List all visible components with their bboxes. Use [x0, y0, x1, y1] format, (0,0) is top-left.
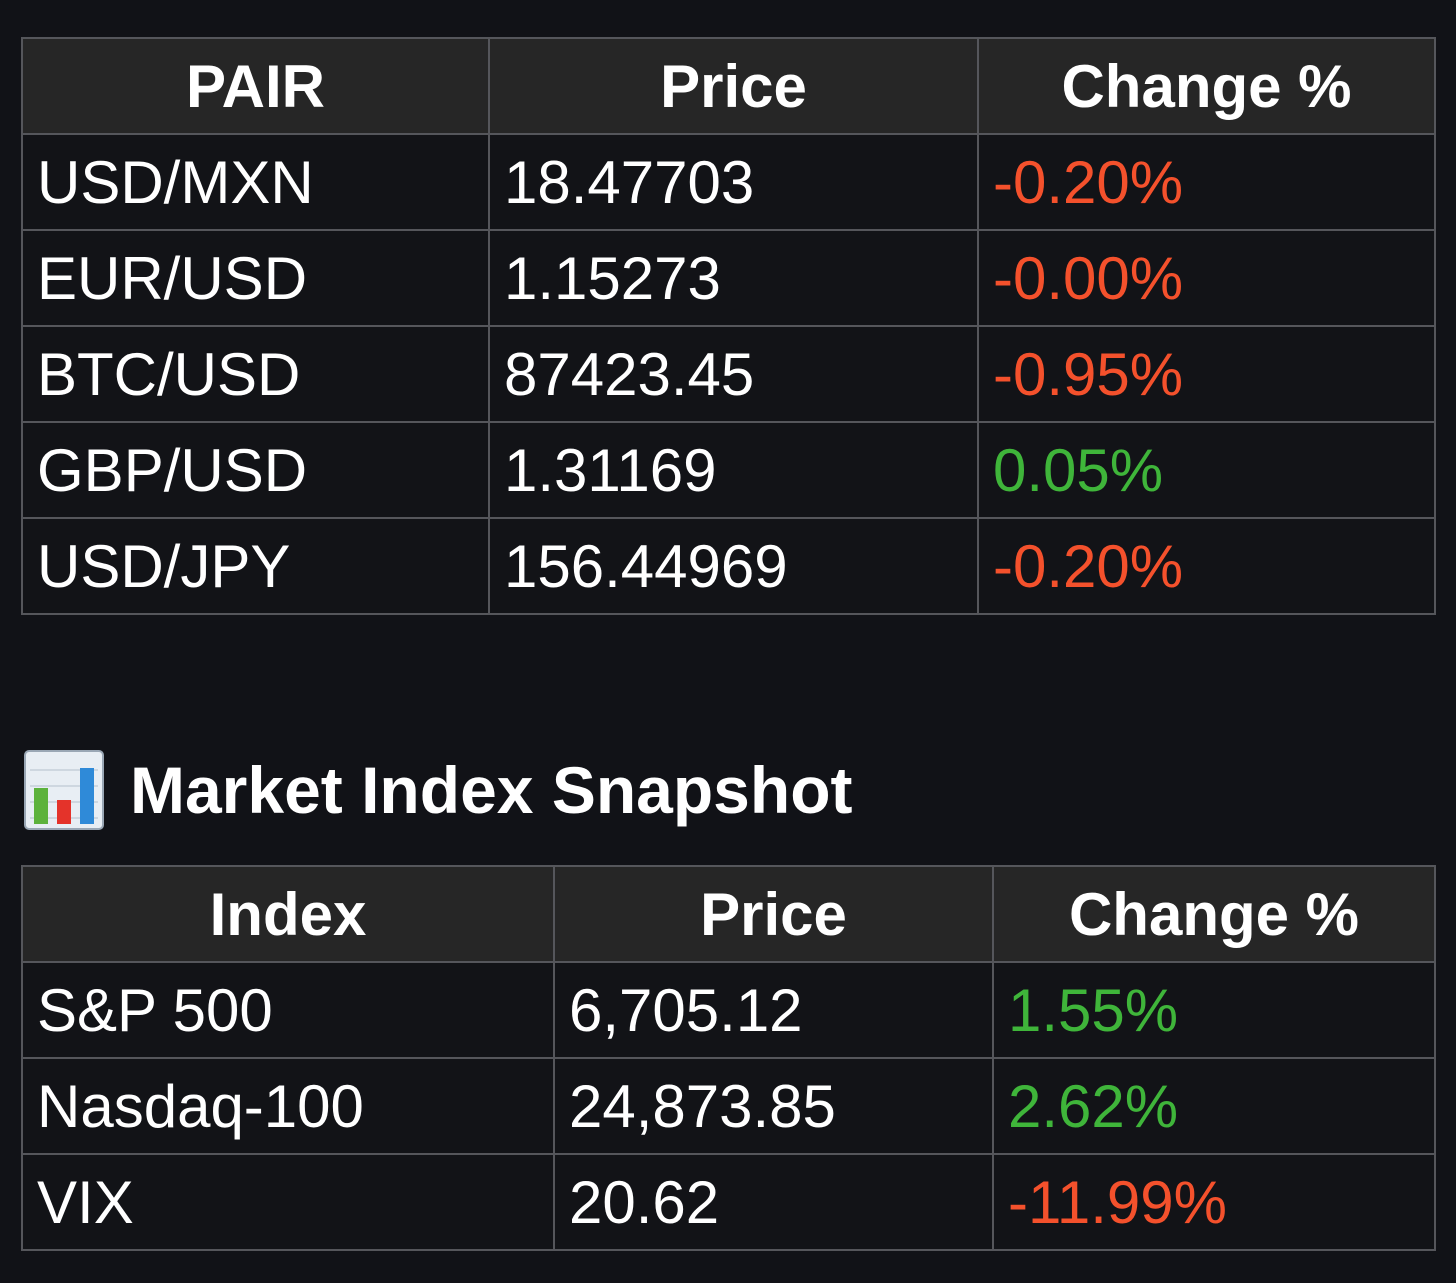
change-cell: -0.20% — [977, 517, 1436, 615]
price-cell: 20.62 — [553, 1153, 994, 1251]
table-row: VIX 20.62 -11.99% — [21, 1153, 1436, 1251]
price-cell: 1.15273 — [488, 229, 979, 327]
column-header-change: Change % — [977, 37, 1436, 135]
price-cell: 24,873.85 — [553, 1057, 994, 1155]
change-cell: 2.62% — [992, 1057, 1436, 1155]
change-cell: 1.55% — [992, 961, 1436, 1059]
table-row: S&P 500 6,705.12 1.55% — [21, 961, 1436, 1059]
column-header-change: Change % — [992, 865, 1436, 963]
price-cell: 1.31169 — [488, 421, 979, 519]
table-row: USD/MXN 18.47703 -0.20% — [21, 133, 1436, 231]
change-cell: -0.00% — [977, 229, 1436, 327]
price-cell: 156.44969 — [488, 517, 979, 615]
table-row: EUR/USD 1.15273 -0.00% — [21, 229, 1436, 327]
table-row: GBP/USD 1.31169 0.05% — [21, 421, 1436, 519]
price-cell: 6,705.12 — [553, 961, 994, 1059]
table-header-row: Index Price Change % — [21, 865, 1436, 963]
market-index-table: Index Price Change % S&P 500 6,705.12 1.… — [21, 865, 1436, 1251]
bar-chart-emoji-icon — [24, 750, 104, 830]
change-cell: -0.20% — [977, 133, 1436, 231]
column-header-price: Price — [553, 865, 994, 963]
index-cell: VIX — [21, 1153, 555, 1251]
fx-pairs-table: PAIR Price Change % USD/MXN 18.47703 -0.… — [21, 37, 1436, 615]
index-cell: Nasdaq-100 — [21, 1057, 555, 1155]
pair-cell: USD/MXN — [21, 133, 490, 231]
market-index-heading: Market Index Snapshot — [24, 748, 853, 832]
column-header-pair: PAIR — [21, 37, 490, 135]
table-row: BTC/USD 87423.45 -0.95% — [21, 325, 1436, 423]
change-cell: -11.99% — [992, 1153, 1436, 1251]
table-row: USD/JPY 156.44969 -0.20% — [21, 517, 1436, 615]
change-cell: 0.05% — [977, 421, 1436, 519]
change-cell: -0.95% — [977, 325, 1436, 423]
pair-cell: GBP/USD — [21, 421, 490, 519]
index-cell: S&P 500 — [21, 961, 555, 1059]
section-title: Market Index Snapshot — [130, 753, 853, 827]
table-row: Nasdaq-100 24,873.85 2.62% — [21, 1057, 1436, 1155]
pair-cell: USD/JPY — [21, 517, 490, 615]
column-header-index: Index — [21, 865, 555, 963]
table-header-row: PAIR Price Change % — [21, 37, 1436, 135]
price-cell: 87423.45 — [488, 325, 979, 423]
price-cell: 18.47703 — [488, 133, 979, 231]
pair-cell: EUR/USD — [21, 229, 490, 327]
pair-cell: BTC/USD — [21, 325, 490, 423]
column-header-price: Price — [488, 37, 979, 135]
